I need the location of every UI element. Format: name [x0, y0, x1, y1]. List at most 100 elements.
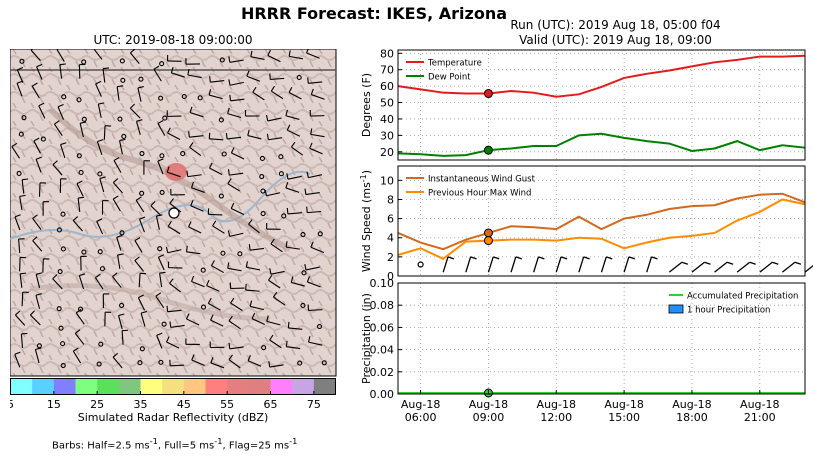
barb-flag — [245, 284, 247, 291]
barb-flag — [206, 279, 210, 286]
calm-circle — [180, 151, 186, 157]
barb-staff — [209, 167, 223, 176]
barb-flag — [185, 313, 190, 320]
calm-circle — [57, 268, 63, 275]
barb-flag — [156, 332, 163, 336]
calm-circle — [97, 171, 103, 177]
barb-flag — [560, 256, 568, 260]
barb-flag — [190, 275, 195, 282]
barb-flag — [79, 273, 86, 277]
barb-staff — [291, 281, 305, 287]
barb-staff — [137, 297, 146, 311]
barb-flag — [267, 49, 271, 56]
calm-circle — [278, 171, 284, 177]
barb-flag — [310, 241, 314, 248]
barb-staff — [116, 86, 120, 101]
barb-staff — [250, 305, 264, 311]
barb-staff — [32, 240, 43, 252]
y-axis-label-text: Wind Speed (ms — [360, 182, 373, 272]
calm-circle — [321, 360, 327, 366]
calm-circle — [119, 302, 125, 308]
barb-staff — [187, 174, 202, 178]
barb-staff — [311, 94, 325, 100]
wind-barbs — [11, 49, 327, 369]
barb-staff — [129, 107, 141, 119]
barb-flag — [270, 238, 275, 245]
barb-flag — [309, 142, 313, 149]
x-tick-label: 21:00 — [744, 411, 776, 424]
barb-flag — [96, 218, 103, 222]
barb-flag — [207, 297, 212, 304]
barb-flag — [118, 313, 125, 317]
colorbar-tick-label: 5 — [10, 398, 14, 411]
calm-circle — [40, 136, 46, 142]
barb-flag — [538, 256, 545, 260]
barb-flag — [749, 261, 756, 265]
x-tick-label: Aug-18 — [604, 398, 643, 411]
barb-flag — [266, 315, 269, 322]
series-line — [397, 54, 806, 98]
colorbar-cell — [205, 378, 228, 395]
barb-staff — [249, 247, 265, 251]
barb-flag — [190, 200, 194, 206]
barb-staff — [112, 198, 121, 212]
barb-staff — [270, 243, 283, 253]
barb-flag — [248, 244, 251, 251]
calm-circle — [197, 95, 203, 101]
highlight-point — [483, 228, 493, 238]
barb-staff — [208, 302, 221, 311]
barb-staff — [14, 354, 21, 368]
barb-flag — [209, 162, 213, 169]
barb-flag — [230, 147, 235, 154]
y-tick-label: 0.04 — [370, 344, 395, 357]
barb-flag — [210, 314, 214, 321]
barb-staff — [30, 314, 41, 326]
barbs-sup: -1 — [214, 436, 223, 446]
barb-flag — [268, 361, 271, 368]
calm-circle — [260, 211, 266, 217]
valid-line: Valid (UTC): 2019 Aug 18, 09:00 — [519, 33, 712, 47]
barb-staff — [112, 276, 122, 288]
barb-staff — [191, 281, 205, 288]
barb-flag — [112, 178, 119, 183]
barb-flag — [304, 263, 307, 271]
y-tick-label: 2 — [387, 251, 394, 264]
barb-flag — [606, 256, 613, 260]
barb-flag — [72, 216, 79, 221]
barbs-text: Barbs: Half=2.5 ms — [52, 440, 150, 452]
barb-staff — [307, 210, 322, 214]
barb-staff — [112, 182, 123, 194]
barb-staff — [35, 295, 41, 309]
barb-flag — [726, 261, 734, 265]
barb-flag — [290, 276, 294, 283]
barb-staff — [155, 295, 165, 309]
barb-flag — [29, 310, 36, 316]
barb-staff — [170, 324, 185, 328]
barb-staff — [135, 121, 141, 135]
barb-staff — [286, 129, 301, 137]
barb-flag — [250, 50, 253, 57]
x-tick-label: Aug-18 — [469, 398, 508, 411]
barb-flag — [681, 261, 689, 265]
barb-staff — [33, 140, 41, 154]
barb-flag — [22, 178, 29, 181]
calm-circle — [76, 153, 82, 159]
barb-flag — [30, 49, 34, 51]
panel-frame — [397, 165, 806, 277]
barb-staff — [191, 359, 205, 367]
barb-flag — [167, 220, 172, 227]
calm-circle — [117, 116, 123, 122]
barb-flag — [186, 170, 189, 177]
barb-staff — [191, 187, 205, 193]
series-line — [397, 192, 806, 251]
barb-flag — [210, 357, 214, 364]
x-tick-label: 06:00 — [405, 411, 437, 424]
barb-flag — [99, 176, 106, 180]
barb-staff — [306, 52, 320, 59]
barb-flag — [245, 261, 248, 268]
barb-flag — [116, 234, 123, 238]
barb-flag — [272, 291, 278, 298]
barb-flag — [76, 180, 83, 185]
calm-circle — [119, 58, 125, 64]
barb-staff — [31, 85, 40, 99]
